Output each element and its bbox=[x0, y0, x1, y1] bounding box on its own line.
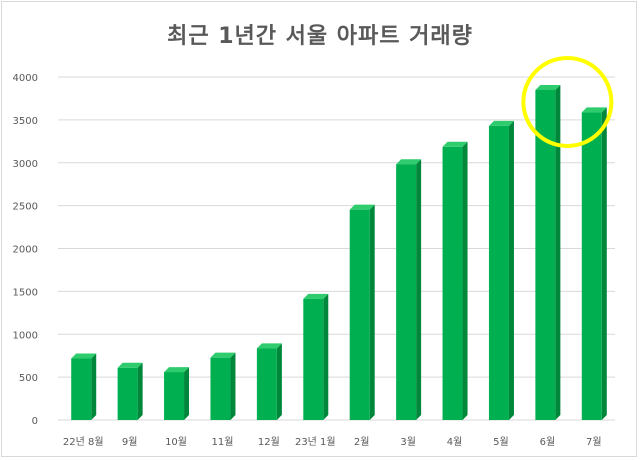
y-tick-label: 1500 bbox=[13, 287, 38, 298]
bar-top bbox=[535, 84, 561, 90]
bar-side bbox=[601, 107, 607, 420]
bar bbox=[396, 159, 422, 420]
highlight-annotation bbox=[521, 55, 614, 148]
y-tick-label: 2000 bbox=[13, 245, 38, 256]
y-tick-label: 3500 bbox=[13, 116, 38, 127]
y-axis-labels: 0 500 1000 1500 2000 2500 3000 3500 4000 bbox=[13, 73, 38, 427]
bar-top bbox=[164, 367, 190, 373]
bar-front bbox=[349, 209, 370, 420]
x-tick-label: 9월 bbox=[122, 436, 138, 448]
y-tick-label: 4000 bbox=[13, 73, 38, 84]
x-tick-label: 12월 bbox=[258, 436, 280, 448]
x-tick-label: 5월 bbox=[493, 436, 509, 448]
bar-top bbox=[256, 343, 282, 349]
bar-top bbox=[488, 120, 514, 126]
bar-side bbox=[555, 84, 561, 421]
bar-front bbox=[210, 357, 231, 420]
bar-front bbox=[535, 89, 556, 421]
x-tick-label: 10월 bbox=[165, 436, 187, 448]
bar bbox=[581, 107, 607, 420]
bar-side bbox=[508, 120, 514, 420]
y-tick-label: 2500 bbox=[13, 202, 38, 213]
bar-top bbox=[210, 352, 236, 358]
bar bbox=[117, 362, 143, 420]
bar-front bbox=[71, 358, 92, 420]
bar-top bbox=[71, 353, 97, 359]
gridlines bbox=[58, 76, 615, 421]
x-tick-label: 4월 bbox=[447, 436, 463, 448]
bar bbox=[303, 293, 329, 420]
bar-front bbox=[581, 112, 602, 420]
bar bbox=[256, 343, 282, 420]
bar-front bbox=[488, 125, 509, 420]
y-tick-label: 0 bbox=[32, 416, 38, 427]
x-tick-label: 11월 bbox=[211, 436, 233, 448]
chart-title: 최근 1년간 서울 아파트 거래량 bbox=[167, 24, 473, 49]
x-tick-label: 3월 bbox=[400, 436, 416, 448]
bar bbox=[210, 352, 236, 420]
x-tick-label: 2월 bbox=[354, 436, 370, 448]
bar bbox=[164, 367, 190, 420]
bar-front bbox=[164, 372, 185, 420]
bar-side bbox=[276, 343, 282, 420]
bar-side bbox=[91, 353, 97, 420]
bar-front bbox=[117, 367, 138, 420]
y-tick-label: 500 bbox=[19, 373, 38, 384]
bar-side bbox=[184, 367, 190, 420]
bar bbox=[71, 353, 97, 420]
bar-top bbox=[396, 159, 422, 165]
highlight-circle bbox=[521, 55, 614, 148]
x-tick-label: 6월 bbox=[540, 436, 556, 448]
bar-front bbox=[442, 146, 463, 420]
bars bbox=[71, 84, 607, 421]
x-tick-label: 23년 1월 bbox=[295, 436, 336, 448]
x-tick-label: 7월 bbox=[586, 436, 602, 448]
bar-side bbox=[462, 141, 468, 420]
y-tick-label: 1000 bbox=[13, 330, 38, 341]
x-axis-labels: 22년 8월 9월 10월 11월 12월 23년 1월 2월 3월 4월 5월 6월 7월 bbox=[63, 436, 602, 448]
bar-front bbox=[303, 298, 324, 420]
bar bbox=[349, 204, 375, 420]
bar-front bbox=[396, 164, 417, 420]
bar-side bbox=[323, 293, 329, 420]
bar bbox=[535, 84, 561, 421]
bar-front bbox=[256, 348, 277, 420]
y-tick-label: 3000 bbox=[13, 159, 38, 170]
bar-side bbox=[369, 204, 375, 420]
bar-side bbox=[416, 159, 422, 420]
bar-top bbox=[303, 293, 329, 299]
bar-top bbox=[349, 204, 375, 210]
bar bbox=[488, 120, 514, 420]
bar bbox=[442, 141, 468, 420]
bar-side bbox=[230, 352, 236, 420]
bar-top bbox=[442, 141, 468, 147]
x-tick-label: 22년 8월 bbox=[63, 436, 104, 448]
bar-top bbox=[581, 107, 607, 113]
bar-top bbox=[117, 362, 143, 368]
bar-side bbox=[137, 362, 143, 420]
